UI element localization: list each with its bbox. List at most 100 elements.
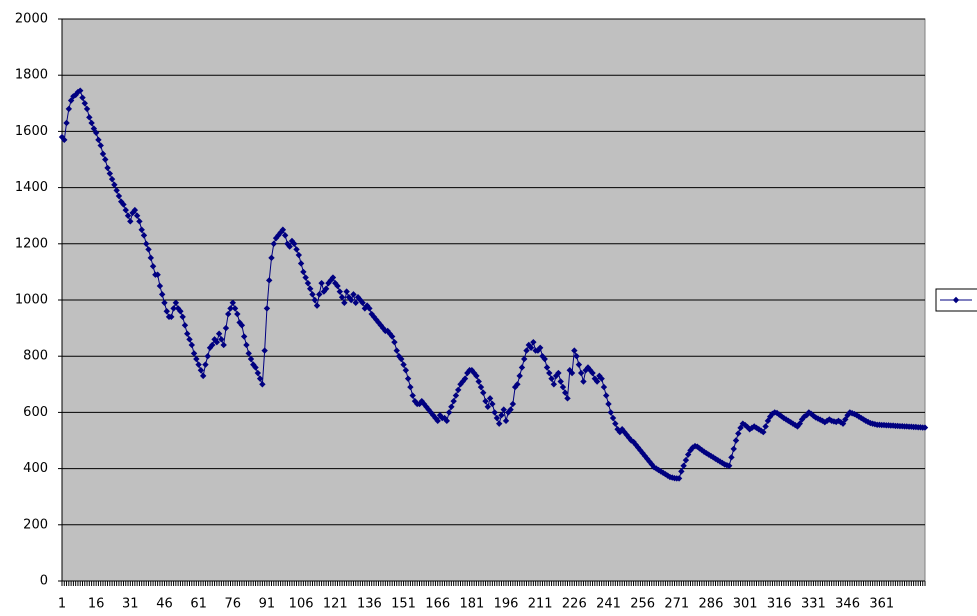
x-tick-label: 241 (596, 597, 621, 612)
data-point (634, 444, 642, 451)
x-tick-label: 61 (190, 597, 207, 612)
y-tick-label: 1200 (15, 236, 48, 251)
data-point (234, 310, 241, 318)
data-point (675, 475, 683, 482)
data-point (482, 397, 489, 405)
data-point (240, 333, 248, 340)
data-point (443, 417, 451, 425)
data-point (603, 392, 610, 399)
data-point (580, 378, 587, 385)
data-point (853, 412, 860, 419)
y-tick-label: 200 (23, 517, 48, 532)
data-point (751, 423, 758, 430)
y-tick-label: 0 (40, 574, 48, 589)
data-point (621, 428, 628, 436)
data-point (495, 420, 503, 427)
data-point (858, 414, 865, 422)
data-point (511, 383, 519, 391)
data-point (227, 305, 234, 312)
data-point (99, 150, 107, 158)
data-point (215, 330, 223, 337)
data-point (630, 438, 637, 446)
data-point (705, 451, 712, 458)
data-point (489, 400, 496, 408)
data-point (86, 114, 93, 121)
data-point (318, 279, 325, 287)
x-tick-label: 1 (58, 597, 66, 612)
data-point (404, 375, 412, 382)
data-point (735, 430, 742, 437)
data-point (755, 426, 762, 433)
data-point (523, 347, 530, 354)
x-tick-label: 301 (733, 597, 758, 612)
data-point (817, 416, 824, 423)
data-point (409, 392, 416, 399)
data-point (821, 419, 829, 426)
data-point (154, 271, 161, 278)
data-point (521, 355, 528, 363)
data-point (500, 406, 507, 413)
data-point (391, 338, 398, 346)
data-point (170, 305, 177, 312)
data-point (507, 406, 514, 413)
data-point (143, 240, 150, 247)
data-point (546, 369, 553, 377)
data-point (577, 369, 585, 377)
data-point (254, 369, 262, 377)
data-point (218, 336, 225, 343)
data-point (359, 299, 366, 307)
x-tick-label: 31 (122, 597, 139, 612)
data-point (393, 347, 400, 354)
x-tick-label: 256 (630, 597, 655, 612)
y-tick-label: 400 (23, 461, 48, 476)
data-point (113, 187, 120, 194)
data-point (773, 409, 781, 417)
data-point (498, 412, 505, 419)
data-point (302, 274, 309, 281)
data-point (448, 403, 455, 410)
data-point (131, 206, 139, 214)
data-point (209, 341, 216, 349)
data-point (555, 369, 562, 377)
data-point (730, 445, 737, 453)
data-point (530, 338, 537, 346)
data-point (106, 170, 114, 177)
data-point (600, 383, 608, 391)
y-tick-label: 600 (23, 405, 48, 420)
x-tick-label: 286 (699, 597, 724, 612)
data-point (293, 246, 300, 253)
data-point (222, 324, 230, 332)
data-point (266, 277, 273, 284)
data-point (177, 308, 184, 315)
x-tick-label: 91 (259, 597, 276, 612)
data-point (557, 378, 564, 385)
data-point (552, 372, 560, 380)
data-point (548, 375, 555, 382)
x-tick-label: 331 (801, 597, 826, 612)
data-point (696, 445, 703, 452)
data-point (716, 458, 724, 465)
data-point (291, 240, 298, 247)
data-point (493, 414, 501, 422)
data-point (682, 456, 690, 464)
data-point (618, 426, 626, 433)
data-point (213, 338, 221, 346)
data-point (862, 417, 869, 425)
data-point (118, 198, 125, 205)
data-point (343, 288, 350, 295)
data-point (746, 426, 753, 433)
data-point (609, 414, 617, 422)
data-point (92, 129, 100, 137)
data-point (710, 454, 717, 461)
data-point (306, 285, 314, 292)
data-point (261, 347, 268, 354)
data-point (313, 302, 321, 309)
data-point (120, 201, 127, 208)
data-point (149, 263, 157, 270)
data-point (536, 344, 544, 351)
data-point (65, 105, 73, 113)
data-point (268, 254, 275, 262)
data-point (202, 361, 209, 368)
data-point (188, 341, 195, 349)
data-point (593, 378, 601, 385)
